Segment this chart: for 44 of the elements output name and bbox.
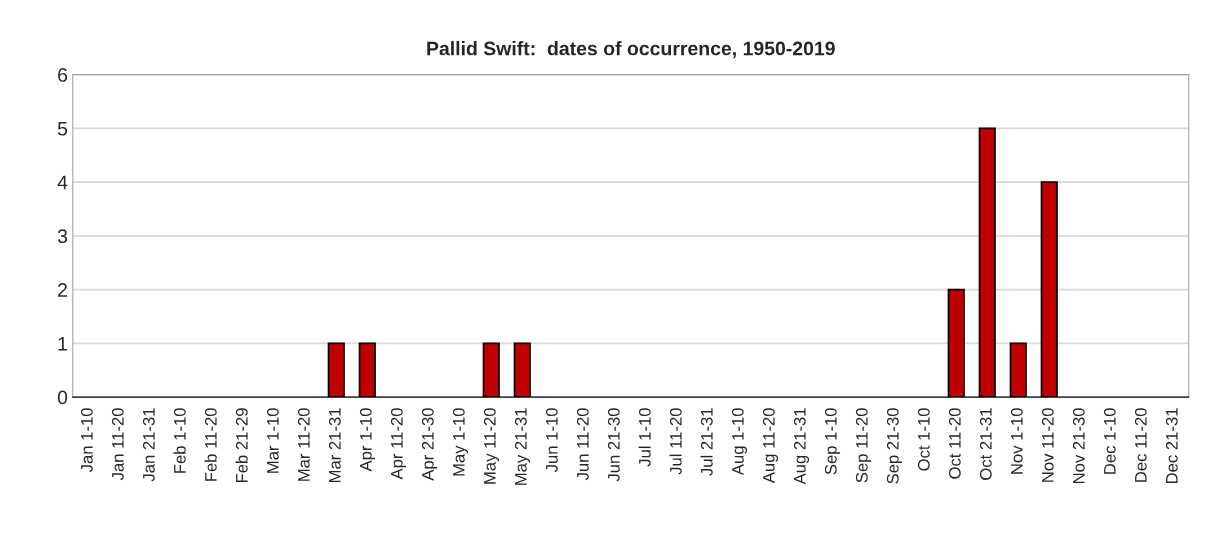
x-tick-label: Jun 11-20 <box>576 408 589 481</box>
x-tick-label: Dec 1-10 <box>1103 408 1116 474</box>
y-tick-label: 5 <box>57 122 68 136</box>
x-tick-label: May 1-10 <box>452 408 469 476</box>
y-tick-label: 3 <box>57 229 68 244</box>
x-tick-label: Feb 11-20 <box>204 408 217 481</box>
x-tick-label: Sep 21-30 <box>886 408 903 484</box>
x-tick-label: Feb 21-29 <box>235 408 248 483</box>
x-tick-label: Dec 11-20 <box>1134 408 1147 482</box>
y-tick-label: 1 <box>58 337 67 351</box>
x-tick-label: Aug 11-20 <box>762 408 779 484</box>
x-tick-label: Sep 1-10 <box>824 408 841 475</box>
x-tick-label: Feb 1-10 <box>173 408 186 473</box>
x-tick-label: May 11-20 <box>483 408 500 484</box>
x-tick-label: Jul 1-10 <box>638 408 651 467</box>
x-tick-label: Sep 11-20 <box>855 408 872 483</box>
chart-title: Pallid Swift: dates of occurrence, 1950-2019 <box>427 41 835 59</box>
x-tick-label: Mar 21-31 <box>328 408 341 483</box>
x-tick-label: Aug 21-31 <box>793 408 810 485</box>
x-tick-label: Jan 1-10 <box>80 408 93 473</box>
x-tick-label: Oct 21-31 <box>979 408 992 480</box>
x-tick-label: Aug 1-10 <box>731 408 748 476</box>
x-tick-label: Jun 1-10 <box>545 408 558 473</box>
x-tick-label: Jun 21-30 <box>607 408 620 482</box>
x-tick-label: Mar 1-10 <box>266 408 279 473</box>
x-tick-label: Jul 11-20 <box>669 408 682 475</box>
x-tick-label: May 21-31 <box>514 408 531 485</box>
x-tick-label: Nov 21-30 <box>1072 408 1085 484</box>
x-tick-label: Mar 11-20 <box>297 408 310 481</box>
y-tick-label: 4 <box>57 175 68 190</box>
y-tick-label: 2 <box>58 283 67 297</box>
x-tick-label: Jan 21-31 <box>142 408 155 482</box>
x-tick-label: Jul 21-31 <box>700 408 713 476</box>
x-tick-label: Jan 11-20 <box>111 408 124 481</box>
y-tick-label: 6 <box>58 68 68 82</box>
y-tick-label: 0 <box>57 390 68 405</box>
x-tick-label: Oct 1-10 <box>917 408 930 471</box>
x-tick-label: Apr 21-30 <box>421 408 438 481</box>
x-tick-label: Apr 11-20 <box>390 408 407 480</box>
x-tick-label: Nov 1-10 <box>1010 408 1023 474</box>
x-tick-label: Nov 11-20 <box>1041 408 1054 482</box>
x-tick-label: Apr 1-10 <box>359 408 376 472</box>
x-tick-label: Oct 11-20 <box>948 408 961 479</box>
x-tick-label: Dec 21-31 <box>1165 408 1178 484</box>
